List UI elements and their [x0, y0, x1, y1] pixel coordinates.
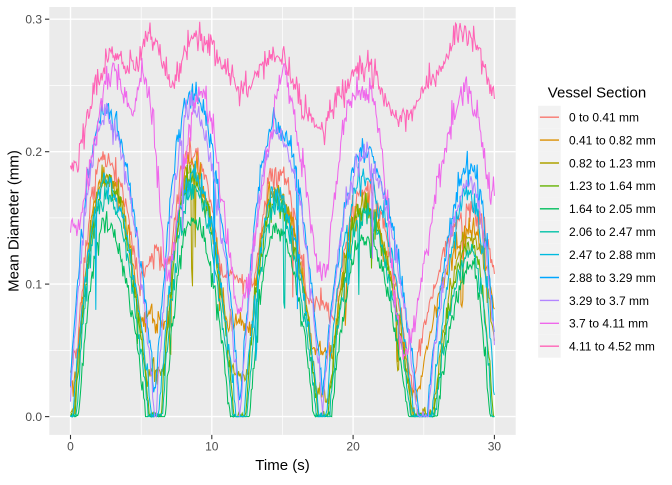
svg-text:0.41 to 0.82 mm: 0.41 to 0.82 mm	[569, 133, 656, 147]
svg-text:0.2: 0.2	[25, 145, 42, 159]
svg-text:0.1: 0.1	[25, 277, 42, 291]
svg-text:2.88 to 3.29 mm: 2.88 to 3.29 mm	[569, 271, 656, 285]
svg-text:3.29 to 3.7 mm: 3.29 to 3.7 mm	[569, 294, 649, 308]
svg-text:Mean Diameter (mm): Mean Diameter (mm)	[6, 150, 23, 292]
svg-text:0 to 0.41 mm: 0 to 0.41 mm	[569, 111, 639, 125]
svg-text:10: 10	[205, 440, 219, 454]
svg-text:Vessel Section: Vessel Section	[548, 85, 646, 102]
svg-text:0.3: 0.3	[25, 13, 42, 27]
svg-text:3.7 to 4.11 mm: 3.7 to 4.11 mm	[569, 317, 648, 331]
svg-text:0: 0	[67, 440, 74, 454]
svg-text:4.11 to 4.52 mm: 4.11 to 4.52 mm	[569, 340, 655, 354]
svg-text:1.64 to 2.05 mm: 1.64 to 2.05 mm	[569, 202, 656, 216]
svg-text:0.82 to 1.23 mm: 0.82 to 1.23 mm	[569, 156, 656, 170]
svg-text:20: 20	[346, 440, 360, 454]
svg-text:2.06 to 2.47 mm: 2.06 to 2.47 mm	[569, 225, 656, 239]
svg-text:Time (s): Time (s)	[255, 457, 309, 474]
svg-text:1.23 to 1.64 mm: 1.23 to 1.64 mm	[569, 179, 656, 193]
svg-text:0.0: 0.0	[25, 410, 42, 424]
svg-text:30: 30	[488, 440, 502, 454]
svg-text:2.47 to 2.88 mm: 2.47 to 2.88 mm	[569, 248, 656, 262]
